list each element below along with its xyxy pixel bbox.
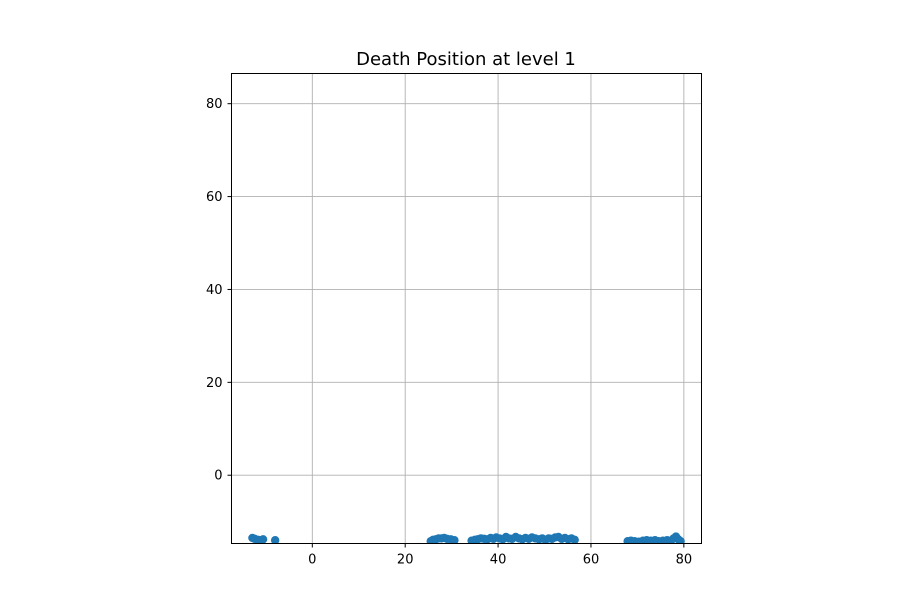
x-tick-label: 40: [490, 553, 507, 568]
x-tick-label: 20: [397, 553, 414, 568]
y-tick-label: 60: [206, 190, 223, 205]
y-axis: 0 20 40 60 80: [206, 97, 232, 484]
y-tick-label: 0: [214, 469, 222, 484]
x-axis: 0 20 40 60 80: [308, 543, 693, 568]
x-tick-label: 60: [583, 553, 600, 568]
y-tick-label: 80: [206, 97, 223, 112]
y-tick-label: 20: [206, 376, 223, 391]
plot-frame: [231, 73, 702, 544]
data-point: [450, 536, 459, 544]
x-tick-label: 0: [308, 553, 316, 568]
data-point: [570, 535, 579, 544]
y-tick-label: 40: [206, 283, 223, 298]
grid: [231, 73, 702, 544]
data-point: [270, 536, 280, 544]
data-point: [258, 535, 268, 544]
data-points: [248, 532, 685, 544]
x-tick-label: 80: [676, 553, 693, 568]
data-point: [676, 536, 685, 544]
chart-title: Death Position at level 1: [356, 49, 576, 70]
